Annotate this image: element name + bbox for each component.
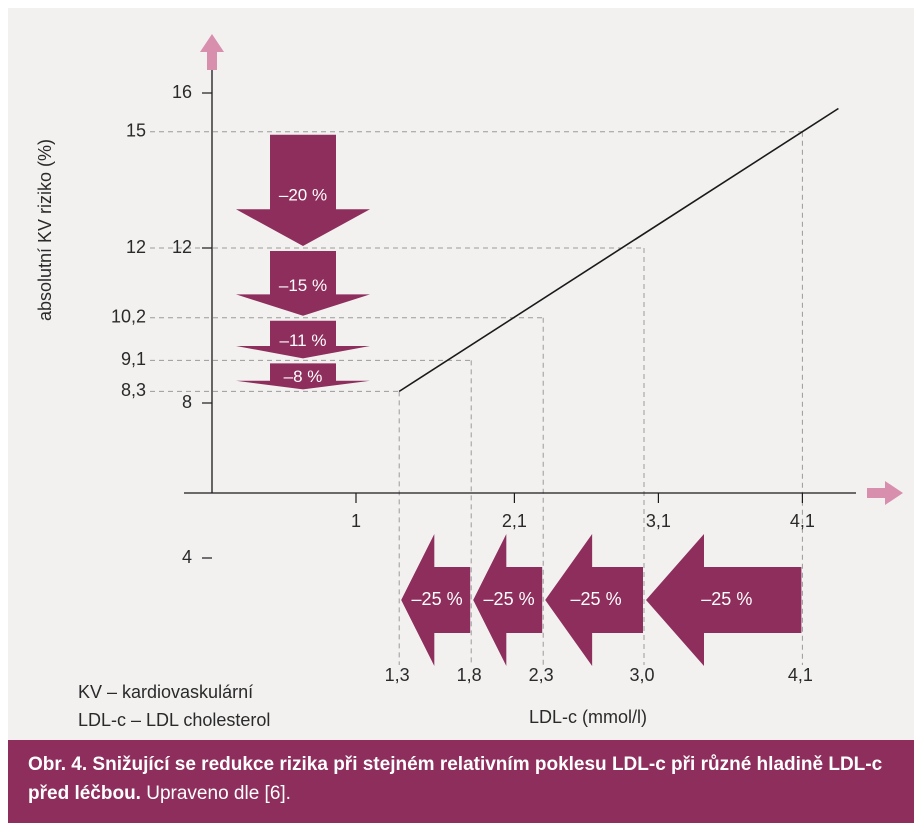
y-tick-label: 4 xyxy=(182,547,192,567)
figure-panel xyxy=(8,8,914,823)
y-tick-label: 16 xyxy=(172,82,192,102)
x-axis-arrowhead xyxy=(867,481,903,505)
ldl-reduction-label: –25 % xyxy=(571,589,622,609)
y-tick-label: 8 xyxy=(182,392,192,412)
ldl-value-label: 4,1 xyxy=(788,665,813,685)
risk-reduction-arrow xyxy=(236,320,370,359)
x-axis-title: LDL-c (mmol/l) xyxy=(529,707,647,727)
ldl-reduction-arrow xyxy=(646,534,802,666)
risk-reduction-arrow xyxy=(236,134,370,246)
ldl-value-label: 1,8 xyxy=(457,665,482,685)
x-tick-label: 4,1 xyxy=(790,511,815,531)
risk-reduction-label: –20 % xyxy=(279,185,327,204)
caption-source: Upraveno dle [6]. xyxy=(140,783,291,804)
y-axis-arrowhead xyxy=(200,34,224,70)
chart: –20 %–15 %–11 %–8 %–25 %–25 %–25 %–25 % … xyxy=(35,34,903,727)
risk-value-label: 10,2 xyxy=(111,307,146,327)
risk-reduction-label: –15 % xyxy=(279,276,327,295)
caption-title: Obr. 4. Snižující se redukce rizika při … xyxy=(28,754,883,804)
ldl-value-label: 1,3 xyxy=(385,665,410,685)
risk-line xyxy=(398,107,839,393)
risk-value-label: 8,3 xyxy=(121,380,146,400)
x-tick-label: 2,1 xyxy=(502,511,527,531)
y-axis-title: absolutní KV riziko (%) xyxy=(35,139,55,321)
legend: KV – kardiovaskulární LDL-c – LDL choles… xyxy=(78,678,270,734)
ldl-reduction-label: –25 % xyxy=(701,589,752,609)
risk-value-label: 12 xyxy=(126,237,146,257)
figure-caption: Obr. 4. Snižující se redukce rizika při … xyxy=(8,740,914,823)
legend-ldl: LDL-c – LDL cholesterol xyxy=(78,710,271,730)
ldl-reduction-arrow xyxy=(545,534,643,666)
x-tick-label: 1 xyxy=(351,511,361,531)
legend-kv: KV – kardiovaskulární xyxy=(78,682,254,702)
ldl-value-label: 2,3 xyxy=(529,665,554,685)
risk-reduction-arrow xyxy=(236,251,370,316)
ldl-reduction-arrow xyxy=(473,534,543,666)
ldl-reduction-label: –25 % xyxy=(412,589,463,609)
risk-value-label: 9,1 xyxy=(121,349,146,369)
risk-reduction-arrow xyxy=(236,363,370,390)
y-tick-label: 12 xyxy=(172,237,192,257)
ldl-value-label: 3,0 xyxy=(629,665,654,685)
ldl-reduction-arrow xyxy=(401,534,471,666)
ldl-reduction-label: –25 % xyxy=(484,589,535,609)
x-tick-label: 3,1 xyxy=(646,511,671,531)
risk-reduction-label: –11 % xyxy=(280,331,327,350)
risk-value-label: 15 xyxy=(126,121,146,141)
risk-reduction-label: –8 % xyxy=(284,367,323,386)
